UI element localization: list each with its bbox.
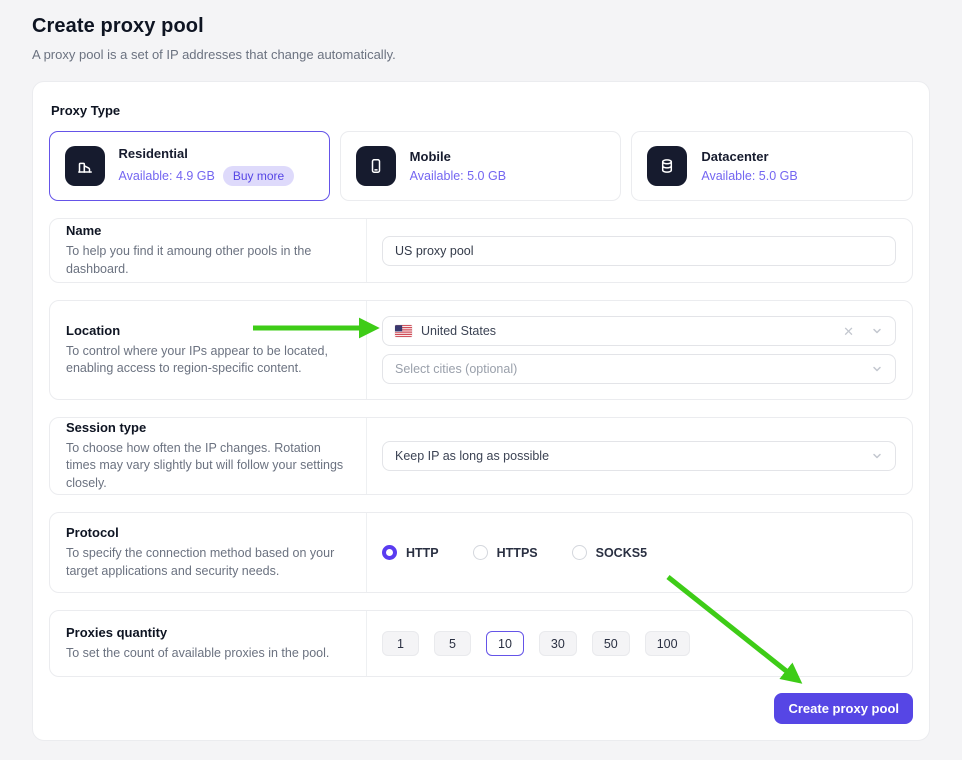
- country-select-value: United States: [421, 324, 497, 338]
- quantity-button-10[interactable]: 10: [486, 631, 524, 656]
- section-proxies-quantity: Proxies quantity To set the count of ava…: [49, 610, 913, 677]
- radio-icon: [571, 545, 587, 560]
- section-title: Session type: [66, 419, 147, 435]
- type-name: Mobile: [409, 149, 451, 164]
- quantity-button-5[interactable]: 5: [434, 631, 471, 656]
- type-info: Datacenter Available: 5.0 GB: [701, 149, 797, 183]
- quantity-button-50[interactable]: 50: [591, 631, 630, 656]
- section-name: Name To help you find it amoung other po…: [49, 218, 913, 283]
- country-select[interactable]: United States ✕: [382, 316, 896, 346]
- section-location: Location To control where your IPs appea…: [49, 300, 913, 400]
- buy-more-badge[interactable]: Buy more: [222, 166, 295, 186]
- section-location-controls: United States ✕ Select cities (optional): [367, 301, 912, 399]
- radio-label: HTTP: [406, 545, 439, 560]
- cities-select[interactable]: Select cities (optional): [382, 354, 896, 384]
- residential-icon: [64, 146, 105, 186]
- section-title: Proxies quantity: [66, 624, 168, 640]
- proxy-type-card-datacenter[interactable]: Datacenter Available: 5.0 GB: [631, 131, 914, 201]
- type-available: Available: 5.0 GB: [409, 169, 507, 183]
- datacenter-icon: [647, 146, 688, 186]
- cities-select-placeholder: Select cities (optional): [395, 362, 518, 376]
- section-protocol: Protocol To specify the connection metho…: [49, 512, 913, 593]
- protocol-option-http[interactable]: HTTP: [382, 545, 439, 560]
- section-description: To control where your IPs appear to be l…: [66, 343, 328, 376]
- section-title: Protocol: [66, 525, 119, 540]
- session-type-value: Keep IP as long as possible: [395, 449, 550, 463]
- radio-label: HTTPS: [496, 545, 538, 560]
- radio-icon: [472, 545, 488, 560]
- type-available: Available: 5.0 GB: [701, 169, 798, 183]
- clear-country-icon[interactable]: ✕: [843, 323, 854, 339]
- type-name: Datacenter: [701, 149, 769, 164]
- type-meta: Available: 5.0 GB: [410, 169, 506, 183]
- section-quantity-info: Proxies quantity To set the count of ava…: [50, 611, 367, 676]
- quantity-button-100[interactable]: 100: [644, 631, 690, 656]
- chevron-down-icon[interactable]: [871, 363, 883, 375]
- section-quantity-controls: 1 5 10 30 50 100: [367, 611, 912, 676]
- protocol-radio-group: HTTP HTTPS SOCKS5: [382, 545, 896, 560]
- section-description: To help you find it amoung other pools i…: [66, 244, 312, 276]
- section-title: Name: [66, 223, 102, 238]
- section-name-info: Name To help you find it amoung other po…: [50, 219, 367, 282]
- proxy-type-card-mobile[interactable]: Mobile Available: 5.0 GB: [339, 131, 622, 201]
- session-type-select[interactable]: Keep IP as long as possible: [382, 441, 896, 471]
- proxy-type-label: Proxy Type: [51, 103, 121, 118]
- radio-icon: [382, 545, 397, 560]
- quantity-button-30[interactable]: 30: [538, 631, 577, 656]
- section-session-info: Session type To choose how often the IP …: [50, 418, 367, 494]
- section-description: To set the count of available proxies in…: [66, 645, 330, 660]
- section-title: Location: [66, 322, 121, 338]
- type-name: Residential: [118, 146, 188, 161]
- page-title: Create proxy pool: [32, 15, 204, 37]
- chevron-down-icon[interactable]: [871, 325, 883, 337]
- section-location-info: Location To control where your IPs appea…: [50, 301, 367, 399]
- page-subtitle: A proxy pool is a set of IP addresses th…: [32, 47, 396, 62]
- section-protocol-info: Protocol To specify the connection metho…: [50, 513, 367, 592]
- section-name-controls: [367, 219, 912, 282]
- type-info: Mobile Available: 5.0 GB: [410, 149, 506, 183]
- section-protocol-controls: HTTP HTTPS SOCKS5: [367, 513, 912, 592]
- type-meta: Available: 5.0 GB: [701, 169, 797, 183]
- radio-label: SOCKS5: [595, 545, 648, 560]
- quantity-button-group: 1 5 10 30 50 100: [382, 631, 896, 656]
- pool-name-input[interactable]: [382, 235, 896, 266]
- section-session-type: Session type To choose how often the IP …: [49, 417, 913, 495]
- proxy-type-options: Residential Available: 4.9 GB Buy more M…: [49, 131, 914, 201]
- mobile-icon: [355, 146, 396, 186]
- quantity-button-1[interactable]: 1: [382, 631, 419, 656]
- type-meta: Available: 4.9 GB Buy more: [119, 166, 295, 186]
- proxy-type-card-residential[interactable]: Residential Available: 4.9 GB Buy more: [49, 131, 330, 201]
- section-description: To choose how often the IP changes. Rota…: [66, 440, 344, 490]
- type-info: Residential Available: 4.9 GB Buy more: [119, 146, 295, 186]
- create-pool-card: Proxy Type Residential Available: 4.9 GB…: [32, 81, 930, 741]
- page-header: Create proxy pool A proxy pool is a set …: [0, 0, 962, 62]
- create-proxy-pool-button[interactable]: Create proxy pool: [774, 693, 913, 724]
- card-footer: Create proxy pool: [49, 693, 913, 724]
- type-available: Available: 4.9 GB: [118, 169, 215, 183]
- chevron-down-icon[interactable]: [871, 450, 883, 462]
- section-description: To specify the connection method based o…: [66, 546, 335, 578]
- section-session-controls: Keep IP as long as possible: [367, 418, 912, 494]
- protocol-option-socks5[interactable]: SOCKS5: [571, 545, 648, 560]
- protocol-option-https[interactable]: HTTPS: [472, 545, 538, 560]
- us-flag-icon: [395, 325, 412, 337]
